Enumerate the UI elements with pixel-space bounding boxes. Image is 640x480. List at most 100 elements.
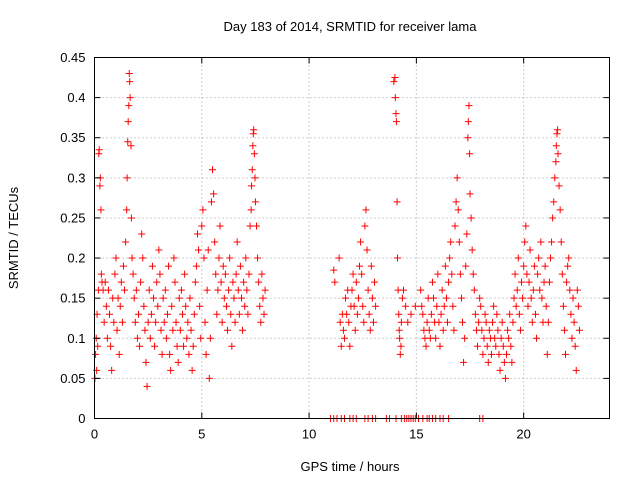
data-point: [191, 278, 199, 286]
data-point: [141, 326, 149, 334]
data-point: [125, 70, 133, 78]
data-point: [400, 286, 407, 294]
y-axis-label: SRMTID / TECUs: [6, 186, 21, 289]
data-point: [200, 254, 208, 262]
data-point: [556, 206, 564, 214]
data-point: [210, 190, 218, 198]
data-point: [490, 302, 498, 310]
data-point: [260, 310, 268, 318]
data-point: [248, 182, 256, 190]
data-point: [438, 286, 446, 294]
data-point: [396, 334, 404, 342]
data-point: [554, 126, 562, 134]
data-point: [217, 278, 225, 286]
data-point: [339, 326, 347, 334]
data-point: [331, 278, 339, 286]
data-point: [531, 310, 539, 318]
data-point: [186, 294, 194, 302]
data-point: [124, 138, 132, 146]
data-point: [97, 206, 105, 214]
y-tick-label: 0.25: [60, 210, 85, 225]
plot-frame: [94, 57, 610, 419]
data-point: [351, 326, 359, 334]
data-point: [391, 74, 399, 82]
data-point: [112, 254, 120, 262]
grid-lines: [94, 57, 610, 419]
data-point: [430, 294, 438, 302]
data-point: [407, 310, 415, 318]
data-point: [151, 342, 159, 350]
data-point: [536, 286, 544, 294]
data-point: [512, 302, 520, 310]
data-point: [195, 246, 203, 254]
data-point: [564, 262, 572, 270]
data-point: [551, 174, 559, 182]
y-tick-label: 0.15: [60, 291, 85, 306]
data-point: [139, 254, 147, 262]
data-point: [446, 254, 454, 262]
data-point: [364, 286, 372, 294]
data-point: [148, 262, 156, 270]
data-point: [427, 310, 435, 318]
data-point: [549, 214, 557, 222]
data-point: [534, 270, 542, 278]
data-point: [437, 310, 445, 318]
data-point: [469, 270, 477, 278]
data-point: [160, 318, 168, 326]
data-point: [96, 182, 104, 190]
data-point: [251, 174, 259, 182]
data-point: [494, 326, 502, 334]
data-point: [154, 302, 162, 310]
data-point: [346, 342, 354, 350]
data-point: [554, 150, 562, 158]
data-point: [442, 294, 450, 302]
data-point: [550, 198, 558, 206]
data-point: [226, 254, 234, 262]
data-point: [568, 334, 576, 342]
data-point: [197, 334, 205, 342]
data-point: [485, 326, 493, 334]
data-point: [441, 262, 449, 270]
data-point: [124, 118, 132, 126]
data-point: [523, 270, 531, 278]
data-point: [150, 294, 158, 302]
data-point: [503, 350, 510, 358]
data-point: [246, 222, 254, 230]
data-points: [91, 70, 583, 422]
data-point: [434, 270, 442, 278]
data-point: [335, 254, 343, 262]
data-point: [447, 238, 455, 246]
data-point: [497, 334, 505, 342]
data-point: [493, 310, 501, 318]
data-point: [479, 350, 487, 358]
data-point: [563, 278, 571, 286]
data-point: [542, 302, 550, 310]
data-point: [572, 366, 580, 374]
data-point: [117, 278, 125, 286]
data-point: [171, 278, 179, 286]
data-point: [225, 286, 233, 294]
data-point: [453, 174, 461, 182]
data-point: [204, 246, 212, 254]
data-point: [569, 294, 577, 302]
data-point: [133, 334, 141, 342]
data-point: [432, 334, 440, 342]
data-point: [97, 270, 105, 278]
data-point: [228, 342, 236, 350]
data-point: [480, 334, 488, 342]
data-point: [235, 310, 243, 318]
data-point: [234, 286, 242, 294]
data-point: [110, 318, 118, 326]
data-point: [460, 358, 468, 366]
data-point: [566, 286, 574, 294]
data-point: [153, 278, 161, 286]
data-point: [521, 238, 529, 246]
data-point: [543, 350, 551, 358]
data-point: [250, 126, 258, 134]
data-point: [337, 342, 345, 350]
data-point: [219, 262, 227, 270]
data-point: [176, 326, 184, 334]
data-point: [515, 310, 523, 318]
data-point: [146, 334, 154, 342]
